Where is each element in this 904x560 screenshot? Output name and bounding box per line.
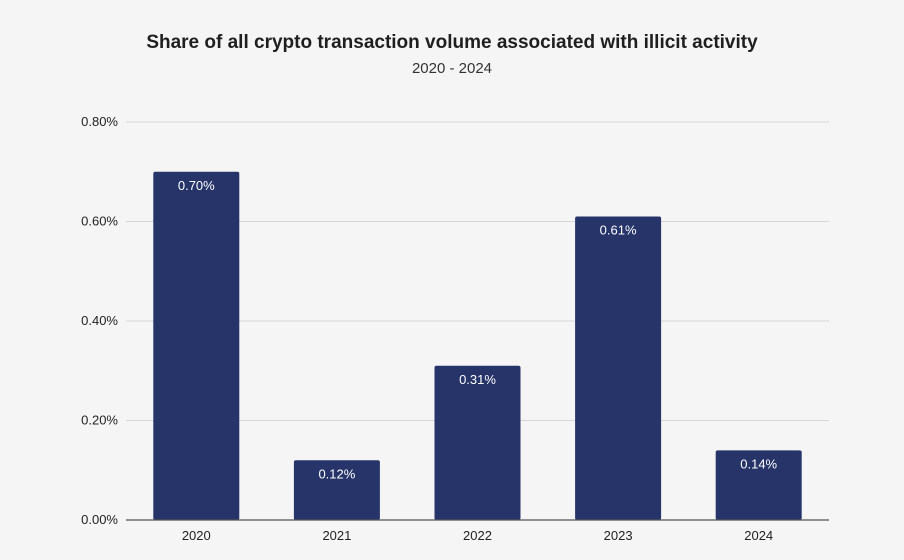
y-tick-label: 0.40% xyxy=(81,313,118,328)
y-tick-label: 0.80% xyxy=(81,114,118,129)
x-tick-label: 2023 xyxy=(604,528,633,543)
data-label: 0.70% xyxy=(178,178,215,193)
y-axis-ticks: 0.00% 0.20% 0.40% 0.60% 0.80% xyxy=(81,114,118,527)
bars xyxy=(153,171,802,520)
x-tick-label: 2021 xyxy=(322,528,351,543)
x-axis-ticks: 2020 2021 2022 2023 2024 xyxy=(182,528,773,543)
data-label: 0.61% xyxy=(600,223,637,238)
data-labels: 0.70% 0.12% 0.31% 0.61% 0.14% xyxy=(178,178,778,482)
y-tick-label: 0.60% xyxy=(81,214,118,229)
bar xyxy=(575,216,662,520)
bar xyxy=(434,365,521,520)
data-label: 0.14% xyxy=(740,456,777,471)
x-tick-label: 2022 xyxy=(463,528,492,543)
bar xyxy=(715,450,802,520)
x-tick-label: 2020 xyxy=(182,528,211,543)
x-tick-label: 2024 xyxy=(744,528,773,543)
bar xyxy=(153,171,240,520)
data-label: 0.12% xyxy=(318,466,355,481)
y-tick-label: 0.20% xyxy=(81,413,118,428)
chart-subtitle: 2020 - 2024 xyxy=(411,60,493,77)
bar xyxy=(293,460,380,520)
data-label: 0.31% xyxy=(459,372,496,387)
chart-title: Share of all crypto transaction volume a… xyxy=(146,32,758,53)
y-tick-label: 0.00% xyxy=(81,512,118,527)
